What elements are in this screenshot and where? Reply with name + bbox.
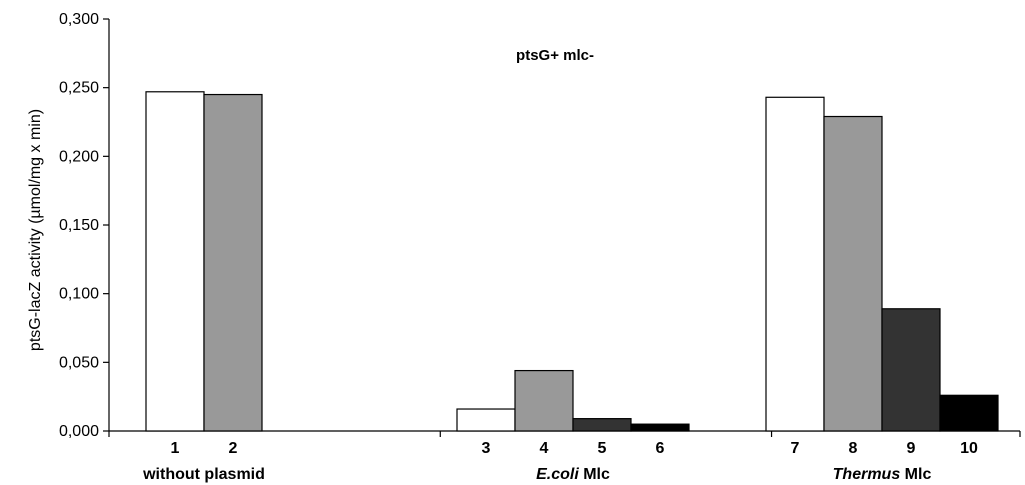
bar-10 [939, 394, 999, 432]
bar-7 [765, 96, 825, 432]
y-tick-label: 0,100 [59, 286, 99, 303]
bar-9 [881, 308, 941, 432]
category-label: 3 [482, 440, 491, 457]
bar-5 [572, 418, 632, 432]
category-label: 8 [849, 440, 858, 457]
group-label: without plasmid [142, 466, 265, 483]
y-axis: 0,000 0,050 0,100 0,150 0,200 0,250 0,300 [59, 11, 110, 440]
category-label: 2 [229, 440, 238, 457]
category-label: 10 [960, 440, 978, 457]
bar-1 [145, 91, 205, 432]
group-label: E.coli Mlc [536, 466, 610, 483]
y-tick-label: 0,200 [59, 148, 99, 165]
category-label: 9 [907, 440, 916, 457]
y-tick-label: 0,150 [59, 217, 99, 234]
bars [145, 91, 999, 432]
y-tick-label: 0,000 [59, 423, 99, 440]
category-label: 7 [791, 440, 800, 457]
y-axis-label: ptsG-lacZ activity (µmol/mg x min) [27, 109, 44, 351]
y-tick-label: 0,250 [59, 80, 99, 97]
category-labels: 1 2 3 4 5 6 7 8 9 10 [171, 440, 978, 457]
y-tick-label: 0,300 [59, 11, 99, 28]
bar-2 [203, 93, 263, 432]
group-label: Thermus Mlc [833, 466, 932, 483]
y-tick-label: 0,050 [59, 354, 99, 371]
bar-8 [823, 115, 883, 432]
category-label: 4 [540, 440, 549, 457]
bar-4 [514, 369, 574, 432]
category-label: 5 [598, 440, 607, 457]
bar-6 [630, 423, 690, 432]
chart-title: ptsG+ mlc- [516, 47, 594, 64]
category-label: 6 [656, 440, 665, 457]
x-axis [108, 430, 1021, 437]
group-labels: without plasmid E.coli Mlc Thermus Mlc [142, 466, 931, 483]
category-label: 1 [171, 440, 180, 457]
bar-3 [456, 408, 516, 432]
